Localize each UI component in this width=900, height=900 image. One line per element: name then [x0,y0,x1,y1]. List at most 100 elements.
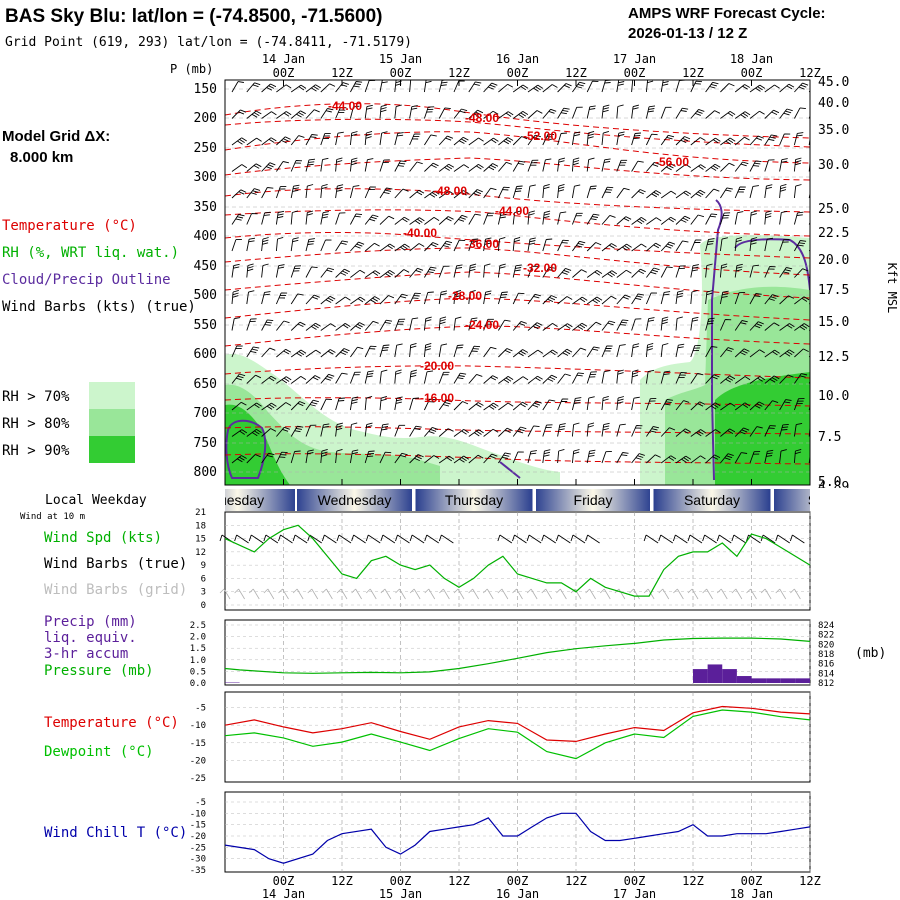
wind-barb [793,422,803,437]
wind-barb [675,215,691,225]
top-hour-label: 00Z [741,66,763,80]
wind-barb [231,373,246,384]
wind-barb [749,376,766,384]
wind-barb [349,422,358,437]
wind-barbs-true-label: Wind Barbs (true) [44,556,187,572]
wind-barb [394,216,410,225]
wind-barb [749,160,762,172]
kft-axis-label: Kft MSL [885,263,899,314]
wind-barb [261,347,276,358]
wind-barb [438,80,449,93]
wind-barb [379,187,393,199]
wind-barb [438,163,455,172]
wind-barb [483,212,494,225]
wind-barb [586,213,600,225]
temp-tick: -25 [190,774,206,784]
wind-barb [512,451,524,464]
wind-barb [734,376,751,384]
wind-barb [631,425,643,437]
wind-barb [409,243,425,252]
wind-barb [290,84,307,93]
wind-barb [764,322,780,331]
wind-barb [705,238,715,252]
wind-barb [453,190,469,199]
wind-barb [497,236,506,252]
wind-barb [305,399,319,411]
wind-barb [779,210,788,225]
wind-barb [468,263,477,278]
wind-barb [557,398,569,411]
wind-barb [645,105,656,119]
wind-tick: 6 [201,574,206,584]
wind-barb [645,397,657,411]
wind-barb [719,212,731,225]
wind-barb [335,212,346,225]
wind-barb [379,344,390,358]
wind-barb [424,426,439,437]
isotherm-label: -32.00 [523,261,557,275]
wind-barb [231,109,247,119]
wind-barb [394,269,410,278]
wind-barb [616,187,630,199]
wind-barb [497,211,507,225]
wind-barb [409,133,421,146]
wind-barb [557,267,572,278]
wind-barb [601,270,618,278]
bottom-hour-label: 00Z [390,874,412,888]
wind-barb [364,214,379,225]
wind-barb [542,349,558,358]
wind-barb [749,185,759,199]
wind-barb [601,450,612,464]
wind-barb [616,294,631,305]
wind-barb [734,427,750,437]
surface-wind-barb [438,534,454,544]
wind-barb [231,214,245,225]
wind-barb [749,110,765,119]
wind-barb [246,374,262,384]
wind-barb [394,188,409,199]
pressure-tick: 814 [818,669,834,679]
isotherm-label: -36.00 [465,237,499,251]
wind-barb [808,249,810,252]
wind-barb [246,263,254,278]
wind-barb [350,269,366,278]
wind-barb [720,402,736,411]
pressure-tick: 500 [194,288,217,303]
wind-barb [483,82,498,93]
wind-tick: 0 [201,601,206,611]
weekday-name: Saturday [684,492,740,508]
wind-barb [749,401,765,411]
bottom-hour-label: 12Z [799,874,821,888]
wind-barb [468,454,484,464]
model-grid-label: Model Grid ΔX: [2,128,110,145]
wind-barb [527,210,535,225]
wind-barb [498,402,514,411]
wind-barb [793,448,802,464]
wind-barb [542,84,558,93]
wind-barb [438,265,450,278]
wind-barb [335,348,350,358]
wind-barb [675,290,684,305]
grid-wind-barb [570,588,582,600]
bottom-hour-label: 12Z [565,874,587,888]
wind-barb [690,80,703,93]
bottom-date-label: 18 Jan [730,887,773,900]
wind-barb [275,292,288,305]
wind-barb [557,157,566,172]
wind-barb [364,296,381,305]
wind-barb [394,424,406,437]
wind-barb [586,346,600,358]
wind-barb [557,107,570,119]
temp-tick: -10 [190,721,206,731]
wind-barb [276,348,292,358]
grid-wind-barb [512,588,523,600]
wind-barb [720,375,736,384]
grid-wind-barb [395,588,406,600]
wind-barb [335,240,349,252]
wind-tick: 12 [195,548,206,558]
wind-barb [675,455,692,464]
wind-barb [290,160,303,172]
pressure-tick: 750 [194,436,217,451]
wind-barb [734,136,750,146]
wind-barb [764,400,779,411]
